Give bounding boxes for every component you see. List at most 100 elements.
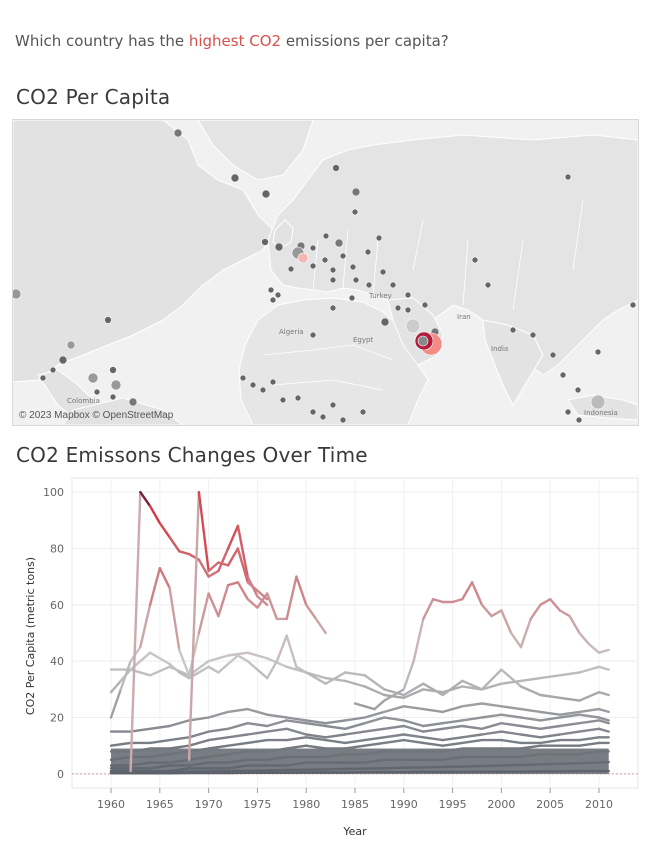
- map-country-dot[interactable]: [629, 301, 637, 309]
- series-line-segment[interactable]: [168, 736, 191, 742]
- series-line-segment[interactable]: [187, 730, 210, 739]
- map-country-dot[interactable]: [471, 256, 479, 264]
- series-line-segment[interactable]: [558, 671, 581, 677]
- series-line-segment[interactable]: [236, 547, 249, 584]
- series-line-segment[interactable]: [480, 682, 503, 691]
- series-line-segment[interactable]: [207, 753, 230, 759]
- series-line-segment[interactable]: [597, 719, 610, 725]
- series-line-segment[interactable]: [480, 603, 493, 618]
- map-country-dot[interactable]: [375, 234, 383, 242]
- series-line-segment[interactable]: [285, 744, 308, 750]
- series-line-segment[interactable]: [197, 558, 210, 578]
- series-line-segment[interactable]: [402, 719, 425, 728]
- series-line-segment[interactable]: [236, 581, 249, 601]
- map-country-dot[interactable]: [66, 340, 76, 350]
- map-country-dot[interactable]: [339, 416, 347, 424]
- series-line-segment[interactable]: [187, 671, 201, 680]
- map-country-dot[interactable]: [249, 381, 257, 389]
- series-line-segment[interactable]: [226, 707, 249, 714]
- series-line-segment[interactable]: [422, 765, 444, 769]
- series-line-segment[interactable]: [226, 741, 249, 747]
- series-line-segment[interactable]: [266, 747, 288, 753]
- series-line-segment[interactable]: [578, 750, 601, 756]
- series-line-segment[interactable]: [305, 719, 327, 725]
- series-line-segment[interactable]: [246, 659, 259, 671]
- series-line-segment[interactable]: [578, 713, 601, 719]
- map-country-dot[interactable]: [109, 393, 117, 401]
- series-line-segment[interactable]: [236, 524, 249, 578]
- series-line-segment[interactable]: [305, 733, 327, 739]
- series-line-segment[interactable]: [461, 724, 484, 730]
- series-line-segment[interactable]: [539, 738, 562, 745]
- map-country-dot[interactable]: [329, 276, 337, 284]
- series-line-segment[interactable]: [480, 730, 503, 736]
- series-line-segment[interactable]: [226, 547, 240, 567]
- map-country-dot[interactable]: [309, 331, 317, 339]
- map-country-dot[interactable]: [39, 374, 47, 382]
- series-line-segment[interactable]: [558, 696, 581, 702]
- map-country-dot[interactable]: [58, 355, 68, 365]
- series-line-segment[interactable]: [178, 648, 191, 677]
- series-line-segment[interactable]: [373, 699, 386, 711]
- series-line-segment[interactable]: [168, 535, 181, 553]
- map-country-dot[interactable]: [309, 244, 317, 252]
- series-line-segment[interactable]: [578, 761, 601, 765]
- series-line-segment[interactable]: [129, 761, 152, 767]
- series-line-segment[interactable]: [197, 665, 210, 674]
- series-line-segment[interactable]: [207, 654, 230, 663]
- series-line-segment[interactable]: [500, 763, 523, 767]
- series-line-segment[interactable]: [519, 716, 542, 722]
- series-line-segment[interactable]: [383, 693, 405, 700]
- series-line-segment[interactable]: [597, 716, 610, 722]
- series-line-segment[interactable]: [480, 702, 503, 708]
- map-country-dot[interactable]: [364, 248, 372, 256]
- series-line-segment[interactable]: [578, 719, 601, 725]
- series-line-segment[interactable]: [578, 631, 591, 646]
- series-line-segment[interactable]: [558, 609, 571, 618]
- map-country-dot[interactable]: [321, 256, 329, 264]
- map-country-dot[interactable]: [294, 394, 302, 402]
- series-line-segment[interactable]: [353, 702, 366, 708]
- series-line-segment[interactable]: [402, 688, 425, 700]
- series-line-segment[interactable]: [597, 760, 610, 764]
- series-line-segment[interactable]: [217, 547, 230, 573]
- map-country-dot[interactable]: [559, 371, 567, 379]
- series-line-segment[interactable]: [558, 762, 581, 765]
- series-line-segment[interactable]: [344, 744, 366, 750]
- map-country-dot[interactable]: [230, 173, 240, 183]
- series-line-segment[interactable]: [266, 659, 279, 680]
- series-line-segment[interactable]: [246, 651, 269, 660]
- series-line-segment[interactable]: [461, 581, 474, 601]
- series-line-segment[interactable]: [519, 733, 542, 739]
- series-line-segment[interactable]: [305, 671, 327, 685]
- series-line-segment[interactable]: [441, 736, 464, 742]
- series-line-segment[interactable]: [246, 597, 259, 609]
- chart-series[interactable]: [109, 490, 610, 775]
- series-line-segment[interactable]: [519, 724, 542, 730]
- series-line-segment[interactable]: [207, 665, 220, 674]
- series-line-segment[interactable]: [217, 561, 230, 567]
- series-line-segment[interactable]: [324, 767, 347, 771]
- series-line-segment[interactable]: [207, 569, 220, 578]
- series-line-segment[interactable]: [461, 733, 484, 739]
- series-line-segment[interactable]: [324, 671, 347, 685]
- series-line-segment[interactable]: [266, 719, 288, 728]
- series-line-segment[interactable]: [207, 727, 230, 733]
- series-line-segment[interactable]: [539, 710, 562, 716]
- series-line-segment[interactable]: [451, 597, 464, 604]
- series-line-segment[interactable]: [539, 693, 562, 700]
- series-line-segment[interactable]: [168, 767, 191, 773]
- map-country-dot[interactable]: [348, 294, 356, 302]
- series-line-segment[interactable]: [363, 741, 386, 747]
- series-line-segment[interactable]: [529, 603, 542, 621]
- series-line-segment[interactable]: [344, 721, 366, 730]
- series-line-segment[interactable]: [168, 586, 181, 652]
- series-line-segment[interactable]: [500, 609, 513, 635]
- series-line-segment[interactable]: [285, 716, 308, 722]
- series-line-segment[interactable]: [344, 716, 366, 722]
- map-country-dot[interactable]: [417, 335, 429, 347]
- series-line-segment[interactable]: [295, 575, 308, 607]
- map-country-dot[interactable]: [279, 396, 287, 404]
- series-line-segment[interactable]: [217, 662, 230, 674]
- map-country-dot[interactable]: [173, 128, 183, 138]
